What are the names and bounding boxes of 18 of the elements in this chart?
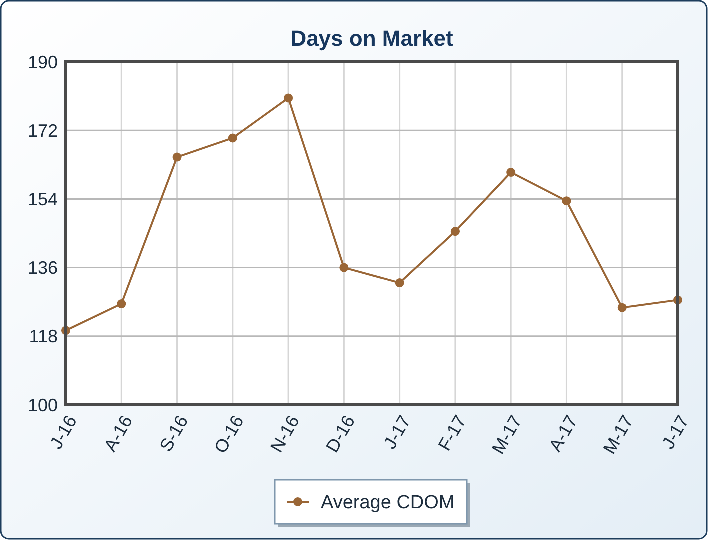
y-tick-label: 100 bbox=[28, 395, 58, 416]
y-tick-label: 172 bbox=[28, 120, 58, 141]
point bbox=[284, 94, 294, 103]
point bbox=[450, 227, 460, 236]
point bbox=[340, 263, 349, 272]
y-tick-label: 136 bbox=[28, 258, 58, 278]
point bbox=[395, 278, 404, 288]
y-tick-label: 154 bbox=[28, 190, 58, 210]
legend-label: Average CDOM bbox=[321, 492, 455, 514]
point bbox=[228, 134, 238, 143]
point bbox=[117, 300, 126, 309]
point bbox=[506, 168, 516, 178]
y-tick-label: 118 bbox=[29, 326, 58, 347]
point bbox=[562, 196, 572, 206]
point bbox=[172, 152, 182, 162]
point bbox=[618, 303, 627, 312]
chart-title: Days on Market bbox=[290, 26, 454, 51]
y-tick-label: 190 bbox=[28, 52, 58, 72]
